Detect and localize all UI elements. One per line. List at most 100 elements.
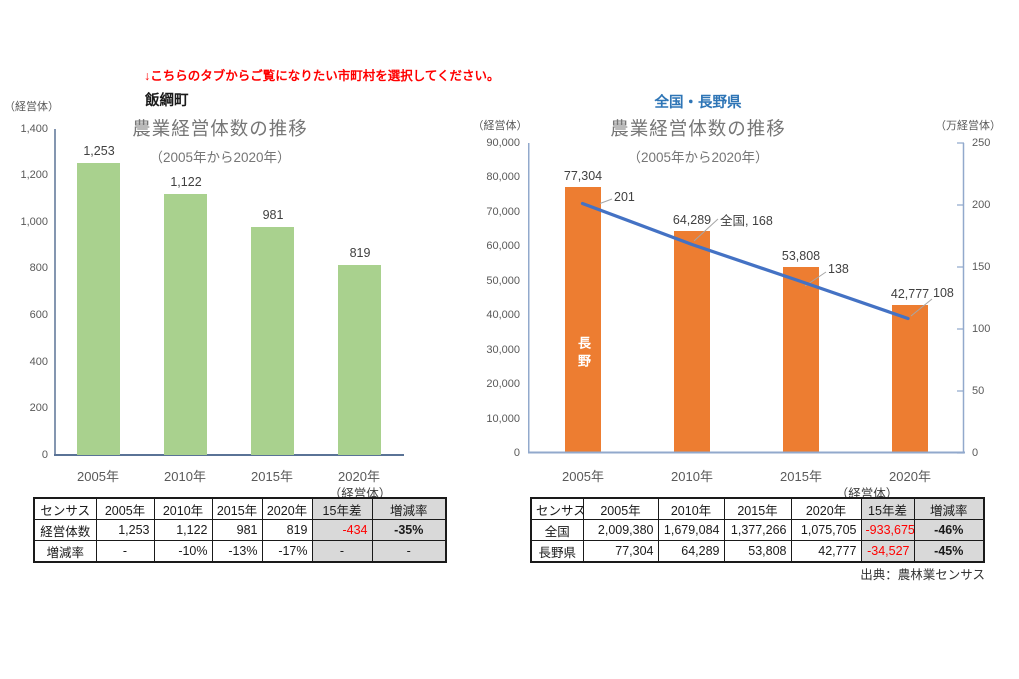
category-label: 2020年	[338, 469, 380, 484]
category-label: 2010年	[164, 469, 206, 484]
table-cell: 経営体数	[33, 519, 97, 541]
right-chart-axes-and-trend-line	[528, 142, 965, 454]
bar-nagano-2005	[565, 187, 601, 452]
bar-iizuna-2020	[338, 265, 381, 455]
table-cell: 1,253	[95, 519, 155, 541]
bar-nagano-2015	[783, 267, 819, 452]
table-header-cell: 2010年	[153, 497, 213, 520]
iizuna-table: センサス 2005年 2010年 2015年 2020年 15年差 増減率 経営…	[33, 497, 447, 563]
bar-iizuna-2010	[164, 194, 207, 455]
table-cell: 981	[211, 519, 263, 541]
right-chart-right-axis-unit: （万経営体）	[935, 120, 1001, 132]
axis-tick: 30,000	[486, 344, 520, 356]
axis-tick: 10,000	[486, 413, 520, 425]
right-chart-title: 農業経営体数の推移	[610, 118, 786, 139]
table-cell: 77,304	[582, 540, 659, 563]
source-note: 出典：農林業センサス	[860, 568, 985, 582]
table-cell: 1,122	[153, 519, 213, 541]
category-label: 2015年	[251, 469, 293, 484]
category-label: 2005年	[77, 469, 119, 484]
left-chart-x-axis	[54, 454, 404, 456]
axis-tick: 50,000	[486, 275, 520, 287]
axis-tick: 50	[972, 385, 985, 397]
table-header-cell: センサス	[33, 497, 97, 520]
table-header-cell: センサス	[530, 497, 584, 520]
axis-tick: 250	[972, 137, 991, 149]
table-row: 増減率 - -10% -13% -17% - -	[33, 540, 447, 563]
line-value-label-2020: 108	[933, 286, 954, 300]
table-cell: -34,527	[860, 540, 915, 563]
left-chart-y-axis	[54, 129, 56, 456]
bar-value-label: 819	[349, 246, 371, 260]
table-cell: 64,289	[657, 540, 725, 563]
bar-iizuna-2005	[77, 163, 120, 455]
tab-selection-instruction: ↓こちらのタブからご覧になりたい市町村を選択してください。	[144, 69, 500, 83]
national-nagano-table: センサス 2005年 2010年 2015年 2020年 15年差 増減率 全国…	[530, 497, 985, 563]
bar-value-label: 981	[262, 208, 284, 222]
table-header-cell: 2020年	[261, 497, 313, 520]
table-header-row: センサス 2005年 2010年 2015年 2020年 15年差 増減率	[33, 497, 447, 520]
table-cell: -434	[311, 519, 373, 541]
left-chart-subtitle: （2005年から2020年）	[149, 150, 291, 165]
table-cell: 1,679,084	[657, 519, 725, 541]
table-cell: 42,777	[790, 540, 862, 563]
axis-tick: 600	[29, 309, 48, 321]
axis-tick: 1,000	[20, 216, 48, 228]
table-row: 長野県 77,304 64,289 53,808 42,777 -34,527 …	[530, 540, 985, 563]
table-row: 全国 2,009,380 1,679,084 1,377,266 1,075,7…	[530, 519, 985, 541]
bar-series-label-nagano: 長野	[576, 336, 591, 372]
line-series-label-2010: 全国, 168	[720, 214, 773, 228]
bar-nagano-2020	[892, 305, 928, 452]
axis-tick: 200	[972, 199, 991, 211]
table-cell: -46%	[913, 519, 985, 541]
table-cell: -	[95, 540, 155, 563]
table-cell: -35%	[371, 519, 447, 541]
axis-tick: 100	[972, 323, 991, 335]
axis-tick: 0	[513, 447, 520, 459]
left-chart-axis-unit: （経営体）	[4, 101, 59, 113]
table-cell: 1,075,705	[790, 519, 862, 541]
right-chart-left-axis-unit: （経営体）	[472, 120, 528, 132]
left-region-title: 飯綱町	[145, 93, 189, 109]
table-cell: 全国	[530, 519, 584, 541]
table-cell: 1,377,266	[723, 519, 792, 541]
axis-tick: 20,000	[486, 378, 520, 390]
national-trend-line	[580, 201, 910, 321]
line-value-label-2015: 138	[828, 262, 849, 276]
bar-value-label: 53,808	[781, 249, 821, 263]
right-chart-subtitle: （2005年から2020年）	[627, 150, 769, 165]
table-cell: -10%	[153, 540, 213, 563]
table-cell: -45%	[913, 540, 985, 563]
bar-value-label: 64,289	[672, 213, 712, 227]
table-header-cell: 15年差	[860, 497, 915, 520]
table-cell: 53,808	[723, 540, 792, 563]
table-row: 経営体数 1,253 1,122 981 819 -434 -35%	[33, 519, 447, 541]
category-label: 2020年	[889, 469, 931, 484]
table-cell: 長野県	[530, 540, 584, 563]
axis-tick: 150	[972, 261, 991, 273]
right-axis-tick-marks	[957, 142, 964, 454]
table-cell: 2,009,380	[582, 519, 659, 541]
bar-value-label: 42,777	[890, 287, 930, 301]
table-header-cell: 2020年	[790, 497, 862, 520]
table-header-cell: 2005年	[582, 497, 659, 520]
table-cell: -17%	[261, 540, 313, 563]
right-region-title: 全国・長野県	[654, 95, 742, 111]
bar-value-label: 1,253	[83, 144, 115, 158]
line-value-label-2005: 201	[614, 190, 635, 204]
axis-tick: 200	[29, 402, 48, 414]
table-header-cell: 2015年	[211, 497, 263, 520]
table-header-cell: 2005年	[95, 497, 155, 520]
axis-tick: 800	[29, 262, 48, 274]
axis-tick: 40,000	[486, 309, 520, 321]
bar-value-label: 77,304	[563, 169, 603, 183]
table-header-row: センサス 2005年 2010年 2015年 2020年 15年差 増減率	[530, 497, 985, 520]
axis-tick: 1,400	[20, 123, 48, 135]
table-cell: 819	[261, 519, 313, 541]
category-label: 2005年	[562, 469, 604, 484]
category-label: 2015年	[780, 469, 822, 484]
table-header-cell: 増減率	[913, 497, 985, 520]
axis-tick: 90,000	[486, 137, 520, 149]
axis-tick: 60,000	[486, 240, 520, 252]
